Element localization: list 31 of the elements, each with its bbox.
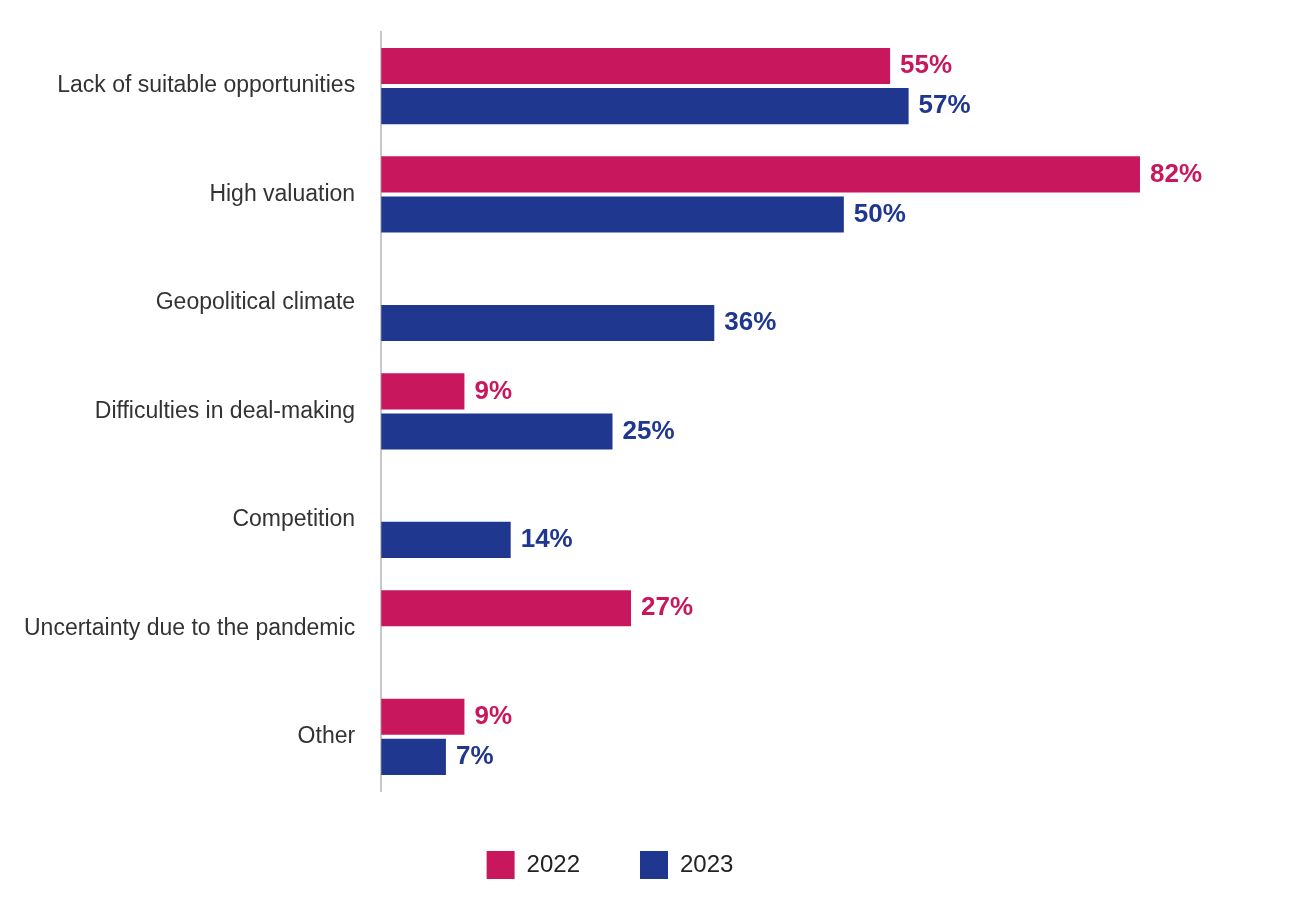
y-tick-label: Uncertainty due to the pandemic: [23, 613, 356, 640]
data-label: 36%: [724, 306, 777, 337]
legend-label: 2022: [526, 849, 580, 877]
data-label: 9%: [474, 699, 513, 730]
bar: [381, 196, 844, 233]
bar: [381, 698, 465, 735]
y-tick-label: Geopolitical climate: [155, 288, 356, 315]
bar: [381, 738, 446, 775]
bar: [381, 521, 511, 558]
y-tick-label: High valuation: [209, 179, 356, 206]
bar: [381, 47, 891, 85]
bar: [381, 88, 909, 125]
bar: [381, 156, 1140, 193]
bar: [381, 373, 465, 410]
bar: [381, 304, 715, 342]
data-label: 14%: [520, 523, 573, 554]
bar: [381, 413, 613, 450]
data-label: 82%: [1149, 157, 1203, 188]
y-tick-label: Competition: [232, 505, 356, 532]
data-label: 27%: [641, 591, 694, 622]
data-label: 9%: [474, 374, 513, 405]
bar: [381, 590, 631, 627]
data-label: 7%: [455, 740, 494, 771]
y-tick-label: Difficulties in deal-making: [94, 396, 356, 423]
y-tick-label: Lack of suitable opportunities: [57, 71, 356, 98]
y-tick-label: Other: [297, 722, 356, 749]
data-label: 55%: [900, 49, 953, 80]
data-label: 50%: [853, 197, 906, 228]
data-label: 25%: [622, 414, 675, 445]
data-label: 57%: [918, 89, 971, 120]
legend-label: 2023: [680, 849, 734, 877]
